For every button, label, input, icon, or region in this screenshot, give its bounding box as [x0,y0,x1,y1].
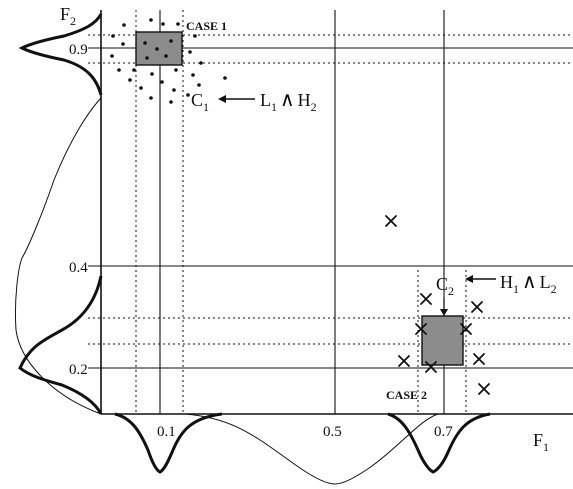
case2-centroid-tick [440,298,448,316]
case1-box [135,31,183,66]
x-tick-0.7: 0.7 [434,424,453,440]
case2-arrow [465,275,496,283]
x-tick-0.1: 0.1 [157,424,176,440]
x-membership-high [387,412,491,474]
case1-centroid-label: C1 [191,90,209,114]
x-membership-broad [184,413,439,485]
case2-box [421,315,464,366]
case1-label: CASE 1 [186,19,227,33]
case2-rule: H1 ∧ L2 [500,271,557,296]
plot-frame [100,10,573,415]
case1-rule: L1 ∧ H2 [260,89,317,114]
x-membership-low [114,412,223,474]
case1-arrow [218,95,255,103]
case1-points [110,18,227,104]
case2-label: CASE 2 [386,388,427,402]
x-tick-0.5: 0.5 [323,424,342,440]
case2-centroid-label: C2 [436,274,454,298]
y-membership-high [18,13,103,96]
y-axis-label: F2 [60,4,76,28]
solid-grid-lines [88,10,573,414]
y-tick-0.9: 0.9 [69,42,88,58]
y-membership-curves [14,13,103,415]
x-axis-label: F1 [533,430,549,454]
case2-points [385,215,490,395]
y-tick-0.4: 0.4 [69,260,88,276]
x-membership-curves [114,412,491,485]
y-membership-low [18,275,103,415]
dotted-grid-lines [88,10,573,414]
y-tick-0.2: 0.2 [69,362,88,378]
y-membership-broad [14,97,102,415]
